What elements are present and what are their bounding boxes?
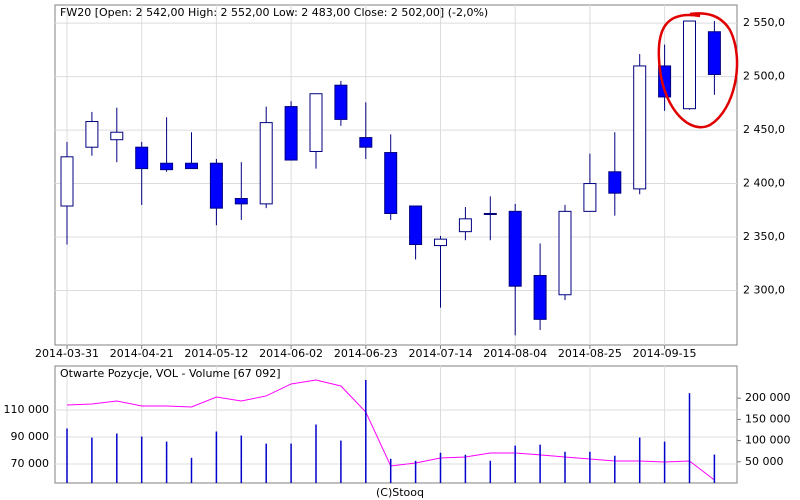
candle-body <box>160 162 174 171</box>
y-tick-label: 2 350,0 <box>743 230 785 243</box>
candle-body <box>608 171 622 194</box>
candle-body <box>334 84 348 120</box>
x-tick-label: 2014-08-25 <box>558 347 622 360</box>
x-tick-label: 2014-09-15 <box>633 347 697 360</box>
candle-body <box>60 156 74 207</box>
y2-tick-label: 50 000 <box>745 455 784 468</box>
footer: (C)Stooq <box>376 486 424 499</box>
candle-body <box>234 198 248 205</box>
y2-tick-label: 100 000 <box>745 434 791 447</box>
y-tick-label: 2 400,0 <box>743 177 785 190</box>
x-tick-label: 2014-05-12 <box>184 347 248 360</box>
panel-title: Otwarte Pozycje, VOL - Volume [67 092] <box>60 367 281 380</box>
candle-body <box>85 121 99 148</box>
candle-body <box>533 275 547 320</box>
y-tick-label: 110 000 <box>4 403 50 416</box>
candle-body <box>434 238 447 247</box>
candle-body <box>309 93 323 152</box>
candle-body <box>458 218 472 233</box>
candle-body <box>483 212 497 215</box>
candle-body <box>409 205 423 245</box>
candle-body <box>384 152 398 214</box>
y2-tick-label: 200 000 <box>745 391 791 404</box>
candle-body <box>558 210 572 296</box>
plot-layer: 2 300,0 2 350,0 2 400,0 2 450,0 2 500,0 2 550… <box>4 5 791 483</box>
candle-body <box>683 20 696 110</box>
x-tick-label: 2014-06-02 <box>259 347 323 360</box>
x-tick-label: 2014-03-31 <box>35 347 99 360</box>
candle-body <box>110 131 124 141</box>
x-tick-label: 2014-08-04 <box>483 347 547 360</box>
x-tick-label: 2014-04-21 <box>110 347 174 360</box>
x-tick-label: 2014-06-23 <box>334 347 398 360</box>
candle-body <box>583 183 597 212</box>
candle-body <box>135 146 149 170</box>
candle-body <box>209 162 223 209</box>
candle-body <box>707 31 721 75</box>
y-tick-label: 2 300,0 <box>743 283 785 296</box>
candle-body <box>185 162 198 170</box>
y2-tick-label: 150 000 <box>745 412 791 425</box>
x-tick-label: 2014-07-14 <box>409 347 473 360</box>
candle-body <box>508 210 522 287</box>
highlight-circle <box>657 12 739 129</box>
candle-body <box>284 106 298 161</box>
candle-body <box>259 122 273 205</box>
y-tick-label: 2 450,0 <box>743 123 785 136</box>
y-tick-label: 2 550,0 <box>743 16 785 29</box>
chart-title: FW20 [Open: 2 542,00 High: 2 552,00 Low:… <box>60 6 488 19</box>
candle-body <box>359 137 373 148</box>
y-tick-label: 70 000 <box>11 457 50 470</box>
candle-body <box>633 65 647 190</box>
y-tick-label: 90 000 <box>11 430 50 443</box>
y-tick-label: 2 500,0 <box>743 70 785 83</box>
